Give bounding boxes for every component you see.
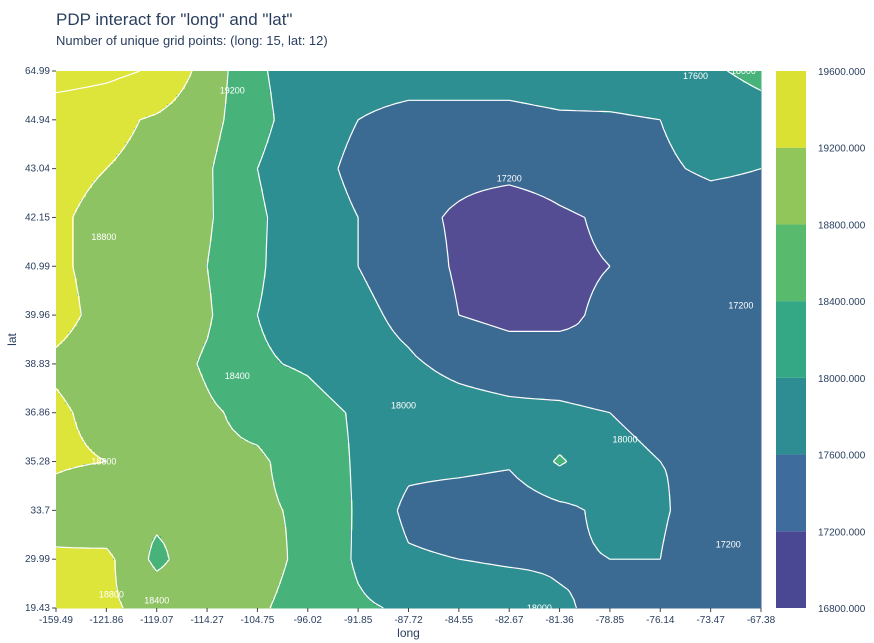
- contour-fill: [56, 71, 762, 609]
- colorbar-band: [776, 531, 806, 608]
- contour-label: 17600: [683, 71, 708, 81]
- y-tick-label: 42.15: [25, 212, 50, 223]
- contour-label: 18000: [731, 66, 756, 76]
- contour-label: 18000: [391, 400, 416, 410]
- x-tick-label: -114.27: [190, 615, 224, 626]
- x-tick-label: -159.49: [39, 615, 73, 626]
- contour-label: 17200: [497, 173, 522, 183]
- x-tick-label: -104.75: [240, 615, 274, 626]
- contour-label: 18800: [91, 232, 116, 242]
- contour-label: 18400: [225, 371, 250, 381]
- contour-label: 17200: [728, 300, 753, 310]
- y-tick-label: 39.96: [25, 310, 50, 321]
- colorbar-tick-label: 18400.000: [818, 297, 866, 308]
- colorbar-band: [776, 224, 806, 301]
- colorbar-tick-label: 19200.000: [818, 144, 866, 155]
- x-tick-label: -84.55: [445, 615, 474, 626]
- x-tick-label: -73.47: [696, 615, 725, 626]
- x-tick-label: -87.72: [394, 615, 423, 626]
- y-tick-label: 44.94: [25, 115, 50, 126]
- colorbar-band: [776, 301, 806, 378]
- colorbar-tick-label: 17200.000: [818, 527, 866, 538]
- contour-label: 18400: [144, 596, 169, 606]
- x-tick-label: -81.36: [545, 615, 574, 626]
- y-tick-label: 40.99: [25, 261, 50, 272]
- y-tick-label: 43.04: [25, 164, 50, 175]
- colorbar-band: [776, 455, 806, 532]
- contour-label: 18000: [613, 435, 638, 445]
- y-axis-title: lat: [5, 333, 19, 346]
- colorbar-tick-label: 17600.000: [818, 451, 866, 462]
- contour-label: 19200: [220, 86, 245, 96]
- colorbar-tick-label: 18800.000: [818, 220, 866, 231]
- x-tick-label: -76.14: [646, 615, 675, 626]
- y-tick-label: 64.99: [25, 66, 50, 77]
- x-tick-label: -121.86: [89, 615, 123, 626]
- colorbar-tick-label: 19600.000: [818, 67, 866, 78]
- x-tick-label: -119.07: [140, 615, 174, 626]
- y-tick-label: 29.99: [25, 554, 50, 565]
- y-tick-label: 36.86: [25, 408, 50, 419]
- x-axis-title: long: [397, 626, 420, 640]
- x-tick-label: -67.38: [747, 615, 776, 626]
- colorbar-tick-label: 16800.000: [818, 604, 866, 615]
- x-tick-label: -78.85: [596, 615, 625, 626]
- contour-label: 18800: [99, 589, 124, 599]
- x-tick-label: -91.85: [344, 615, 373, 626]
- colorbar-band: [776, 378, 806, 455]
- contour-label: 18000: [527, 603, 552, 613]
- colorbar-tick-label: 18000.000: [818, 374, 866, 385]
- contour-label: 18800: [91, 457, 116, 467]
- colorbar-band: [776, 148, 806, 225]
- contour-label: 17200: [716, 540, 741, 550]
- colorbar-band: [776, 71, 806, 148]
- y-tick-label: 19.43: [25, 603, 50, 614]
- y-tick-label: 38.83: [25, 359, 50, 370]
- y-tick-label: 33.7: [31, 505, 51, 516]
- x-tick-label: -96.02: [294, 615, 323, 626]
- y-tick-label: 35.28: [25, 457, 50, 468]
- x-tick-label: -82.67: [495, 615, 524, 626]
